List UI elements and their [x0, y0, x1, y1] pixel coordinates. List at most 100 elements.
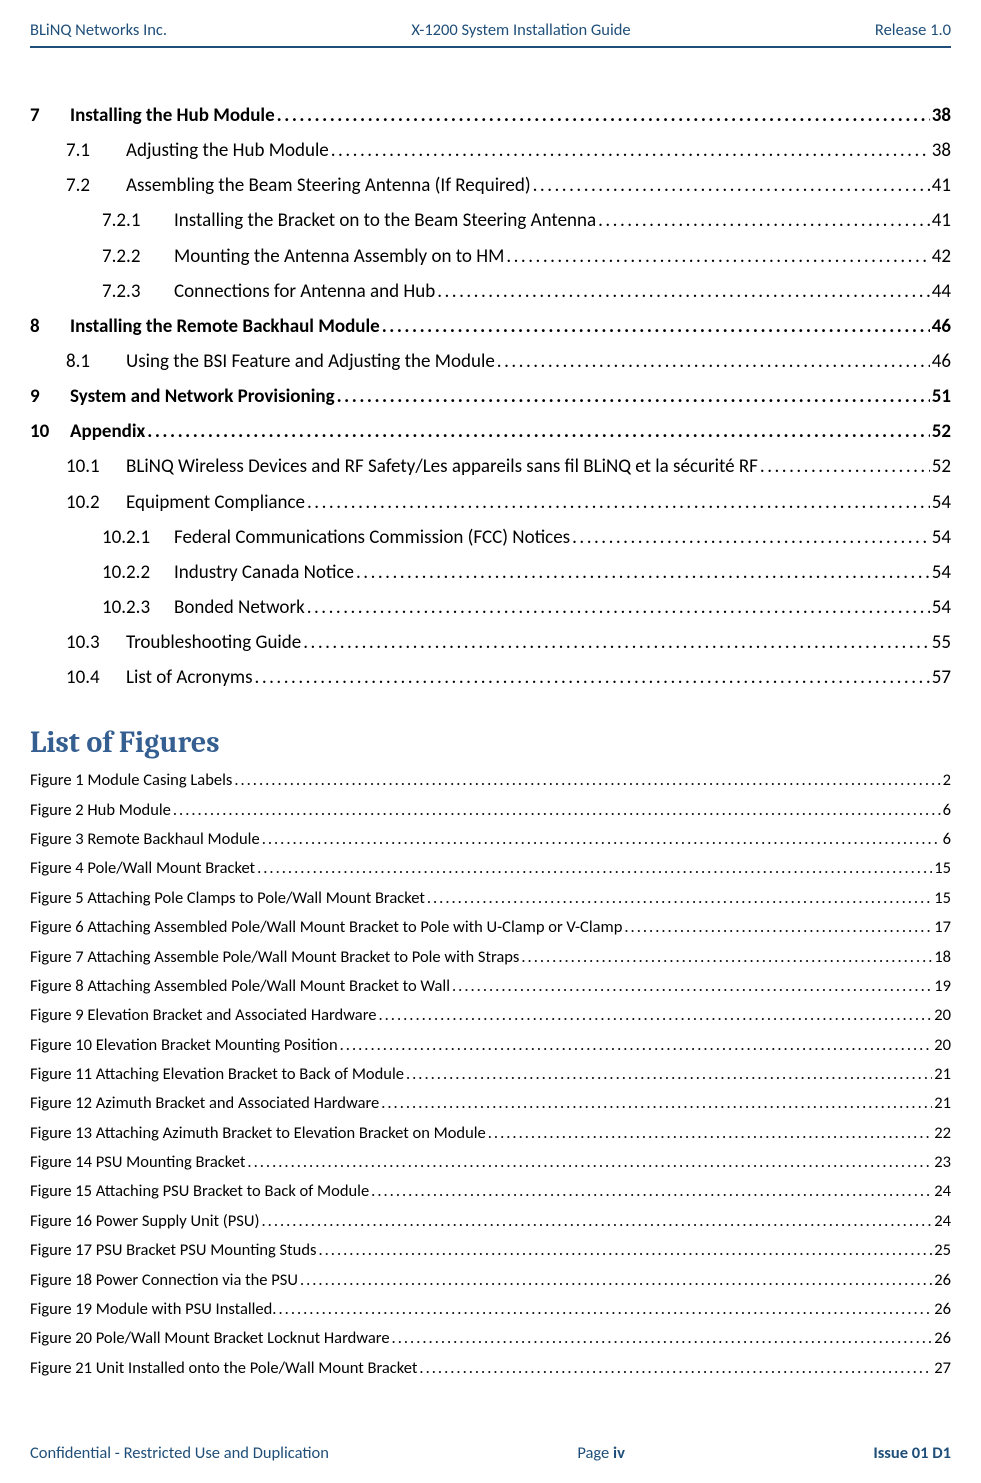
lof-entry-label: Figure 12 Azimuth Bracket and Associated… [30, 1089, 379, 1118]
toc-entry-label: Federal Communications Commission (FCC) … [174, 520, 570, 555]
lof-entry-label: Figure 13 Attaching Azimuth Bracket to E… [30, 1119, 486, 1148]
toc-entry-label: Industry Canada Notice [174, 555, 354, 590]
lof-entry-label: Figure 6 Attaching Assembled Pole/Wall M… [30, 913, 622, 942]
lof-entry-label: Figure 17 PSU Bracket PSU Mounting Studs [30, 1236, 316, 1265]
lof-entry-page: 6 [943, 825, 951, 854]
toc-entry: 7.1Adjusting the Hub Module.............… [30, 133, 951, 168]
lof-entry-leader: ........................................… [452, 972, 932, 1001]
lof-entry-page: 6 [943, 796, 951, 825]
lof-entry: Figure 12 Azimuth Bracket and Associated… [30, 1089, 951, 1118]
lof-entry-label: Figure 18 Power Connection via the PSU [30, 1266, 298, 1295]
toc-entry-number: 10.2.2 [102, 555, 174, 590]
lof-entry-label: Figure 19 Module with PSU Installed. [30, 1295, 276, 1324]
lof-entry-label: Figure 16 Power Supply Unit (PSU) [30, 1207, 259, 1236]
lof-entry: Figure 19 Module with PSU Installed. ...… [30, 1295, 951, 1324]
lof-entry-leader: ........................................… [381, 1089, 932, 1118]
lof-entry-leader: ........................................… [406, 1060, 932, 1089]
page-footer: Confidential - Restricted Use and Duplic… [30, 1443, 951, 1463]
lof-entry-leader: ........................................… [488, 1119, 933, 1148]
lof-entry-leader: ........................................… [300, 1266, 932, 1295]
lof-entry-page: 19 [934, 972, 951, 1001]
table-of-contents: 7Installing the Hub Module..............… [30, 98, 951, 695]
toc-entry-number: 7.2.2 [102, 239, 174, 274]
page-header: BLiNQ Networks Inc. X-1200 System Instal… [30, 20, 951, 48]
lof-entry-page: 17 [934, 913, 951, 942]
toc-entry: 10.2.2Industry Canada Notice............… [30, 555, 951, 590]
lof-entry-label: Figure 21 Unit Installed onto the Pole/W… [30, 1354, 417, 1383]
lof-entry: Figure 15 Attaching PSU Bracket to Back … [30, 1177, 951, 1206]
lof-entry: Figure 8 Attaching Assembled Pole/Wall M… [30, 972, 951, 1001]
toc-entry-page: 46 [932, 309, 951, 344]
toc-entry: 10.2Equipment Compliance................… [30, 485, 951, 520]
toc-entry-page: 38 [932, 98, 951, 133]
lof-entry-leader: ........................................… [278, 1295, 932, 1324]
lof-entry-label: Figure 7 Attaching Assemble Pole/Wall Mo… [30, 943, 519, 972]
toc-entry: 7.2.1Installing the Bracket on to the Be… [30, 203, 951, 238]
lof-entry: Figure 5 Attaching Pole Clamps to Pole/W… [30, 884, 951, 913]
toc-entry-page: 41 [932, 168, 951, 203]
toc-entry: 7.2.2Mounting the Antenna Assembly on to… [30, 239, 951, 274]
lof-entry-page: 15 [934, 854, 951, 883]
lof-entry: Figure 16 Power Supply Unit (PSU) ......… [30, 1207, 951, 1236]
lof-entry-label: Figure 20 Pole/Wall Mount Bracket Locknu… [30, 1324, 390, 1353]
lof-entry-leader: ........................................… [624, 913, 932, 942]
toc-entry: 10.4List of Acronyms....................… [30, 660, 951, 695]
toc-entry-number: 10.2 [66, 485, 126, 520]
lof-entry-label: Figure 15 Attaching PSU Bracket to Back … [30, 1177, 369, 1206]
toc-entry-leader: ........................................… [382, 309, 930, 344]
toc-entry-leader: ........................................… [572, 520, 930, 555]
toc-entry-number: 10.1 [66, 449, 126, 484]
toc-entry: 7Installing the Hub Module..............… [30, 98, 951, 133]
header-left: BLiNQ Networks Inc. [30, 20, 167, 40]
toc-entry-number: 7.1 [66, 133, 126, 168]
lof-entry-page: 21 [934, 1060, 951, 1089]
footer-center: Page iv [577, 1443, 625, 1463]
toc-entry-page: 54 [932, 485, 951, 520]
toc-entry-page: 54 [932, 590, 951, 625]
lof-entry: Figure 3 Remote Backhaul Module ........… [30, 825, 951, 854]
toc-entry: 9System and Network Provisioning........… [30, 379, 951, 414]
toc-entry-label: Troubleshooting Guide [126, 625, 301, 660]
toc-entry: 8.1Using the BSI Feature and Adjusting t… [30, 344, 951, 379]
footer-center-prefix: Page [577, 1443, 613, 1463]
toc-entry: 10Appendix..............................… [30, 414, 951, 449]
toc-entry-label: Using the BSI Feature and Adjusting the … [126, 344, 495, 379]
lof-entry-leader: ........................................… [340, 1031, 933, 1060]
toc-entry-label: Installing the Bracket on to the Beam St… [174, 203, 596, 238]
lof-entry-label: Figure 11 Attaching Elevation Bracket to… [30, 1060, 404, 1089]
toc-entry-leader: ........................................… [760, 449, 930, 484]
toc-entry-leader: ........................................… [255, 660, 930, 695]
toc-entry-page: 38 [932, 133, 951, 168]
footer-left: Confidential - Restricted Use and Duplic… [30, 1443, 329, 1463]
toc-entry: 8Installing the Remote Backhaul Module..… [30, 309, 951, 344]
toc-entry-page: 46 [932, 344, 951, 379]
toc-entry-label: Appendix [70, 414, 145, 449]
toc-entry-label: Equipment Compliance [126, 485, 305, 520]
lof-entry-leader: ........................................… [173, 796, 941, 825]
lof-entry: Figure 17 PSU Bracket PSU Mounting Studs… [30, 1236, 951, 1265]
toc-entry-page: 41 [932, 203, 951, 238]
lof-entry: Figure 10 Elevation Bracket Mounting Pos… [30, 1031, 951, 1060]
toc-entry-page: 44 [932, 274, 951, 309]
toc-entry-number: 8.1 [66, 344, 126, 379]
toc-entry-label: Installing the Hub Module [70, 98, 275, 133]
toc-entry-leader: ........................................… [506, 239, 929, 274]
lof-entry-label: Figure 4 Pole/Wall Mount Bracket [30, 854, 255, 883]
toc-entry-page: 52 [932, 449, 951, 484]
footer-center-page-number: iv [613, 1443, 625, 1463]
lof-entry-leader: ........................................… [378, 1001, 932, 1030]
lof-entry: Figure 6 Attaching Assembled Pole/Wall M… [30, 913, 951, 942]
toc-entry-number: 10.2.3 [102, 590, 174, 625]
lof-entry-page: 20 [934, 1031, 951, 1060]
lof-entry: Figure 11 Attaching Elevation Bracket to… [30, 1060, 951, 1089]
lof-entry-page: 25 [934, 1236, 951, 1265]
toc-entry-leader: ........................................… [303, 625, 930, 660]
toc-entry-label: Adjusting the Hub Module [126, 133, 329, 168]
toc-entry-label: List of Acronyms [126, 660, 253, 695]
lof-entry: Figure 20 Pole/Wall Mount Bracket Locknu… [30, 1324, 951, 1353]
lof-entry-leader: ........................................… [257, 854, 932, 883]
lof-entry: Figure 9 Elevation Bracket and Associate… [30, 1001, 951, 1030]
lof-entry-leader: ........................................… [521, 943, 932, 972]
lof-entry-label: Figure 2 Hub Module [30, 796, 171, 825]
header-right: Release 1.0 [875, 20, 951, 40]
